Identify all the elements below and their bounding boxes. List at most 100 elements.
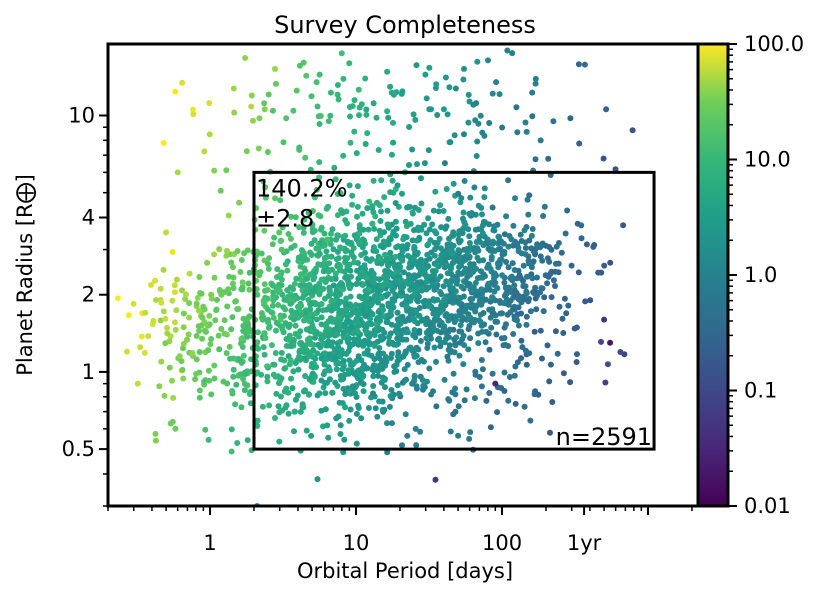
data-point bbox=[336, 399, 343, 406]
data-point bbox=[523, 361, 530, 368]
data-point bbox=[300, 59, 307, 66]
data-point bbox=[392, 253, 399, 260]
data-point bbox=[490, 238, 497, 245]
data-point bbox=[443, 223, 450, 230]
data-point bbox=[384, 108, 391, 115]
data-point bbox=[393, 361, 400, 368]
data-point bbox=[443, 278, 450, 285]
data-point bbox=[241, 250, 248, 257]
data-point bbox=[432, 246, 438, 253]
data-point bbox=[171, 319, 178, 326]
data-point bbox=[250, 117, 256, 124]
data-point bbox=[488, 256, 495, 263]
data-point bbox=[340, 363, 347, 370]
data-point bbox=[445, 328, 452, 335]
data-point bbox=[206, 100, 213, 106]
data-point bbox=[607, 259, 614, 266]
data-point bbox=[404, 432, 411, 439]
data-point bbox=[290, 107, 297, 114]
data-point bbox=[434, 327, 441, 334]
data-point bbox=[270, 314, 277, 321]
data-point bbox=[523, 321, 530, 328]
data-point bbox=[467, 335, 474, 342]
data-point bbox=[318, 377, 325, 384]
data-point bbox=[503, 321, 509, 328]
data-point bbox=[527, 417, 534, 424]
data-point bbox=[426, 298, 432, 305]
data-point bbox=[265, 260, 271, 267]
data-point bbox=[386, 282, 393, 289]
data-point bbox=[378, 177, 385, 184]
data-point bbox=[238, 404, 245, 411]
data-point bbox=[320, 384, 327, 391]
data-point bbox=[211, 274, 218, 281]
data-point bbox=[384, 420, 390, 427]
data-point bbox=[211, 375, 218, 382]
data-point bbox=[326, 351, 333, 358]
data-point bbox=[283, 385, 290, 392]
data-point bbox=[314, 476, 321, 483]
data-point bbox=[301, 216, 308, 223]
data-point bbox=[365, 351, 372, 358]
data-point bbox=[367, 315, 374, 322]
y-tick-label: 0.5 bbox=[62, 437, 95, 461]
data-point bbox=[369, 203, 376, 210]
data-point bbox=[386, 333, 392, 340]
data-point bbox=[295, 366, 302, 373]
data-point bbox=[513, 104, 520, 111]
data-point bbox=[438, 224, 445, 231]
data-point bbox=[281, 365, 288, 372]
data-point bbox=[278, 349, 285, 356]
data-point bbox=[527, 308, 534, 315]
data-point bbox=[342, 232, 349, 239]
data-point bbox=[298, 271, 304, 278]
data-point bbox=[393, 244, 400, 251]
data-point bbox=[473, 247, 480, 254]
data-point bbox=[401, 269, 407, 276]
data-point bbox=[261, 227, 268, 234]
data-point bbox=[462, 221, 469, 228]
data-point bbox=[161, 392, 168, 399]
data-point bbox=[224, 303, 231, 310]
data-point bbox=[560, 370, 567, 377]
data-point bbox=[273, 80, 279, 87]
data-point bbox=[360, 381, 367, 388]
data-point bbox=[336, 266, 343, 273]
data-point bbox=[316, 121, 323, 127]
data-point bbox=[418, 175, 424, 182]
data-point bbox=[328, 331, 335, 338]
data-point bbox=[521, 403, 528, 410]
data-point bbox=[404, 328, 411, 335]
data-point bbox=[483, 328, 490, 335]
data-point bbox=[323, 248, 330, 255]
data-point bbox=[334, 82, 341, 88]
data-point bbox=[261, 106, 268, 113]
data-point bbox=[266, 255, 273, 262]
chart-title: Survey Completeness bbox=[274, 11, 536, 39]
data-point bbox=[364, 305, 371, 312]
data-point bbox=[493, 79, 500, 86]
data-point bbox=[438, 255, 445, 262]
data-point bbox=[228, 426, 235, 433]
data-point bbox=[475, 292, 482, 299]
data-point bbox=[325, 118, 332, 125]
data-point bbox=[166, 364, 173, 371]
data-point bbox=[162, 315, 169, 322]
data-point bbox=[424, 345, 431, 351]
data-point bbox=[325, 434, 332, 441]
data-point bbox=[214, 296, 220, 303]
data-point bbox=[431, 228, 438, 235]
data-point bbox=[260, 313, 266, 320]
data-point bbox=[549, 399, 556, 405]
data-point bbox=[423, 278, 430, 285]
data-point bbox=[385, 262, 392, 269]
data-point bbox=[192, 376, 199, 383]
data-point bbox=[362, 313, 369, 319]
data-point bbox=[404, 361, 411, 368]
data-point bbox=[205, 367, 212, 374]
data-point bbox=[195, 323, 202, 330]
data-point bbox=[325, 268, 332, 275]
data-point bbox=[362, 249, 368, 256]
data-point bbox=[398, 284, 405, 291]
